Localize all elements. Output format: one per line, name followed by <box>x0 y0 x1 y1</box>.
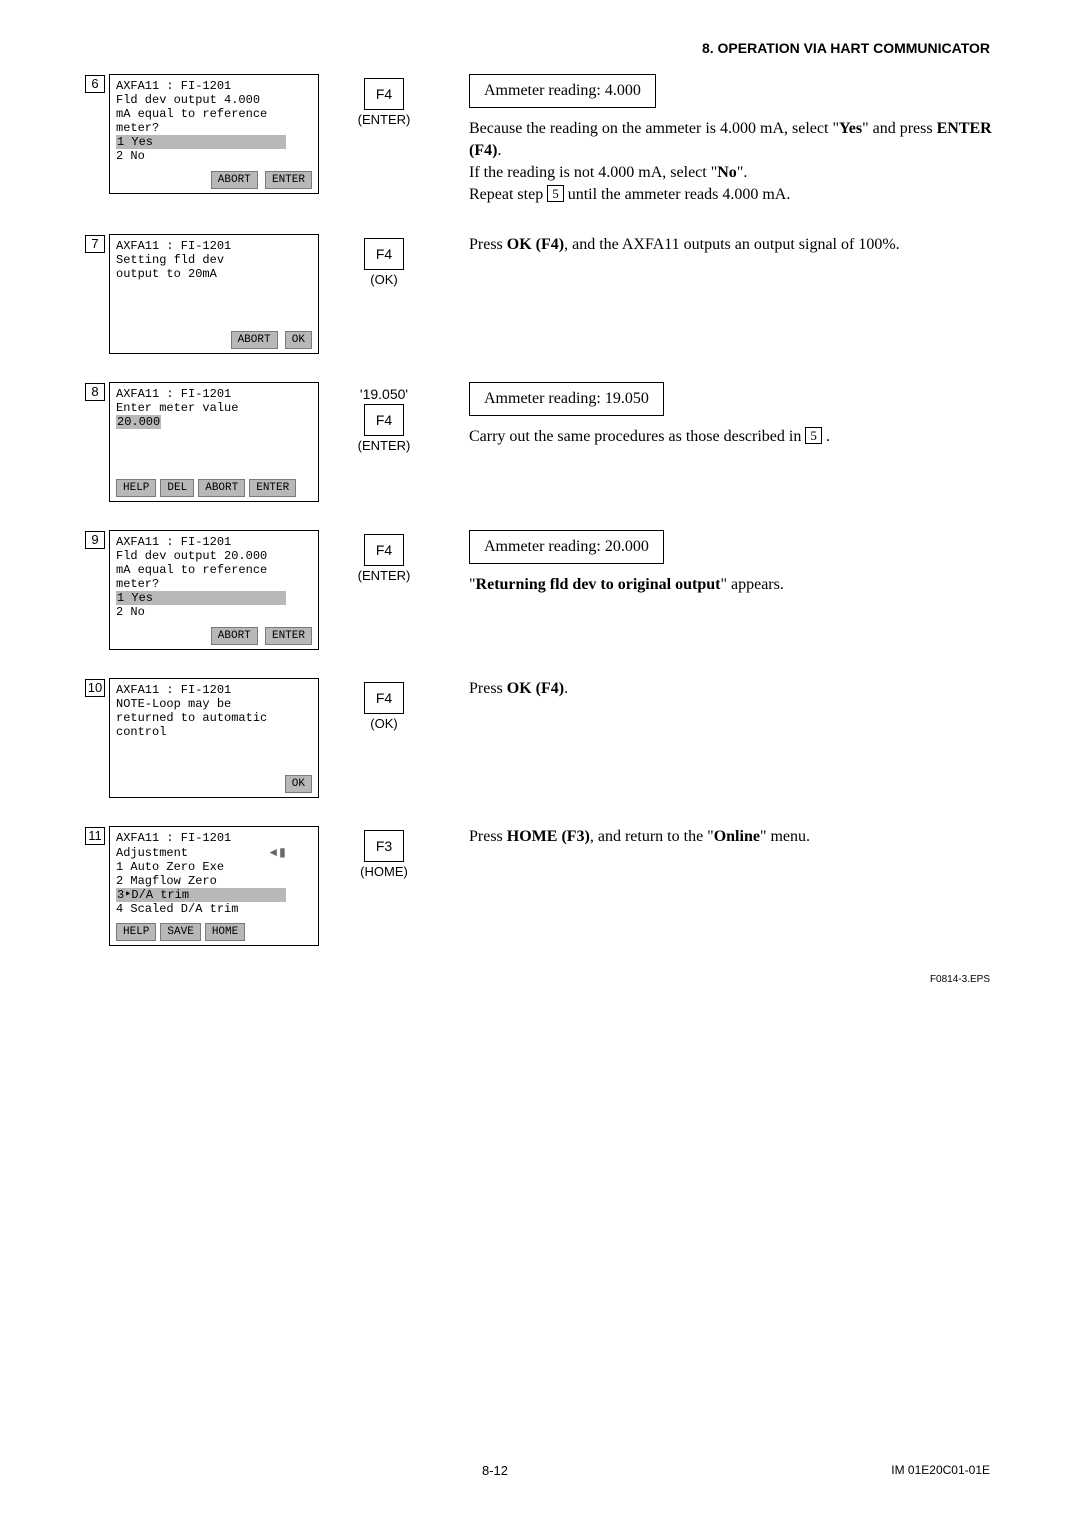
function-key: F4 <box>364 404 404 436</box>
description-column: Ammeter reading: 20.000 "Returning fld de… <box>449 530 1020 596</box>
step-row: 9AXFA11 : FI-1201Fld dev output 20.000mA… <box>85 530 1020 650</box>
hart-screen: AXFA11 : FI-1201NOTE-Loop may bereturned… <box>109 678 319 798</box>
step-description: Press OK (F4), and the AXFA11 outputs an… <box>469 234 1020 256</box>
page-number: 8-12 <box>200 1463 790 1478</box>
function-key: F4 <box>364 238 404 270</box>
screen-button: SAVE <box>160 923 200 941</box>
description-column: Press OK (F4). <box>449 678 1020 700</box>
step-description: Carry out the same procedures as those d… <box>469 426 1020 448</box>
description-column: Press HOME (F3), and return to the "Onli… <box>449 826 1020 848</box>
doc-id: IM 01E20C01-01E <box>790 1463 990 1478</box>
description-column: Ammeter reading: 19.050 Carry out the sam… <box>449 382 1020 448</box>
step-row: 11AXFA11 : FI-1201Adjustment ◄▮1 Auto Ze… <box>85 826 1020 946</box>
key-label: (ENTER) <box>358 568 411 583</box>
screen-button: HOME <box>205 923 245 941</box>
hart-screen: AXFA11 : FI-1201Enter meter value20.000H… <box>109 382 319 502</box>
screen-button: ENTER <box>249 479 296 497</box>
step-number: 8 <box>85 383 105 401</box>
screen-button-row: ABORT OK <box>231 331 312 349</box>
description-column: Ammeter reading: 4.000 Because the readin… <box>449 74 1020 206</box>
key-pretext: '19.050' <box>360 386 408 402</box>
ammeter-reading: Ammeter reading: 4.000 <box>469 74 656 108</box>
step-row: 8AXFA11 : FI-1201Enter meter value20.000… <box>85 382 1020 502</box>
screen-button: ABORT <box>231 331 278 349</box>
screen-button-row: HELPDELABORTENTER <box>116 479 312 497</box>
screen-button: HELP <box>116 923 156 941</box>
page-footer: 8-12 IM 01E20C01-01E <box>0 1463 1080 1478</box>
step-row: 10AXFA11 : FI-1201NOTE-Loop may bereturn… <box>85 678 1020 798</box>
section-header: 8. OPERATION VIA HART COMMUNICATOR <box>85 40 1020 56</box>
screen-button: ENTER <box>265 171 312 189</box>
hart-screen: AXFA11 : FI-1201Fld dev output 4.000mA e… <box>109 74 319 194</box>
description-column: Press OK (F4), and the AXFA11 outputs an… <box>449 234 1020 256</box>
ammeter-reading: Ammeter reading: 20.000 <box>469 530 664 564</box>
screen-button-row: OK <box>285 775 312 793</box>
screen-button: ABORT <box>198 479 245 497</box>
step-description: Because the reading on the ammeter is 4.… <box>469 118 1020 206</box>
screen-button: OK <box>285 775 312 793</box>
key-column: '19.050' F4 (ENTER) <box>319 382 449 453</box>
function-key: F4 <box>364 682 404 714</box>
function-key: F4 <box>364 78 404 110</box>
screen-button: HELP <box>116 479 156 497</box>
function-key: F3 <box>364 830 404 862</box>
step-row: 7AXFA11 : FI-1201Setting fld devoutput t… <box>85 234 1020 354</box>
ammeter-reading: Ammeter reading: 19.050 <box>469 382 664 416</box>
step-number: 7 <box>85 235 105 253</box>
key-label: (OK) <box>370 272 397 287</box>
key-column: F4 (ENTER) <box>319 74 449 127</box>
key-column: F4 (OK) <box>319 678 449 731</box>
step-number: 10 <box>85 679 105 697</box>
step-description: Press HOME (F3), and return to the "Onli… <box>469 826 1020 848</box>
step-number: 6 <box>85 75 105 93</box>
step-number: 11 <box>85 827 105 845</box>
key-column: F4 (ENTER) <box>319 530 449 583</box>
screen-button-row: ABORT ENTER <box>211 627 312 645</box>
key-label: (HOME) <box>360 864 408 879</box>
screen-button: ABORT <box>211 627 258 645</box>
hart-screen: AXFA11 : FI-1201Adjustment ◄▮1 Auto Zero… <box>109 826 319 946</box>
step-description: Press OK (F4). <box>469 678 1020 700</box>
eps-label: F0814-3.EPS <box>85 974 1020 985</box>
hart-screen: AXFA11 : FI-1201Setting fld devoutput to… <box>109 234 319 354</box>
screen-button: ABORT <box>211 171 258 189</box>
key-label: (ENTER) <box>358 438 411 453</box>
key-label: (OK) <box>370 716 397 731</box>
step-description: "Returning fld dev to original output" a… <box>469 574 1020 596</box>
screen-button-row: HELPSAVE HOME <box>116 923 312 941</box>
key-column: F4 (OK) <box>319 234 449 287</box>
function-key: F4 <box>364 534 404 566</box>
screen-button: ENTER <box>265 627 312 645</box>
screen-button: DEL <box>160 479 194 497</box>
screen-button: OK <box>285 331 312 349</box>
hart-screen: AXFA11 : FI-1201Fld dev output 20.000mA … <box>109 530 319 650</box>
key-column: F3 (HOME) <box>319 826 449 879</box>
step-number: 9 <box>85 531 105 549</box>
key-label: (ENTER) <box>358 112 411 127</box>
step-row: 6AXFA11 : FI-1201Fld dev output 4.000mA … <box>85 74 1020 206</box>
screen-button-row: ABORT ENTER <box>211 171 312 189</box>
